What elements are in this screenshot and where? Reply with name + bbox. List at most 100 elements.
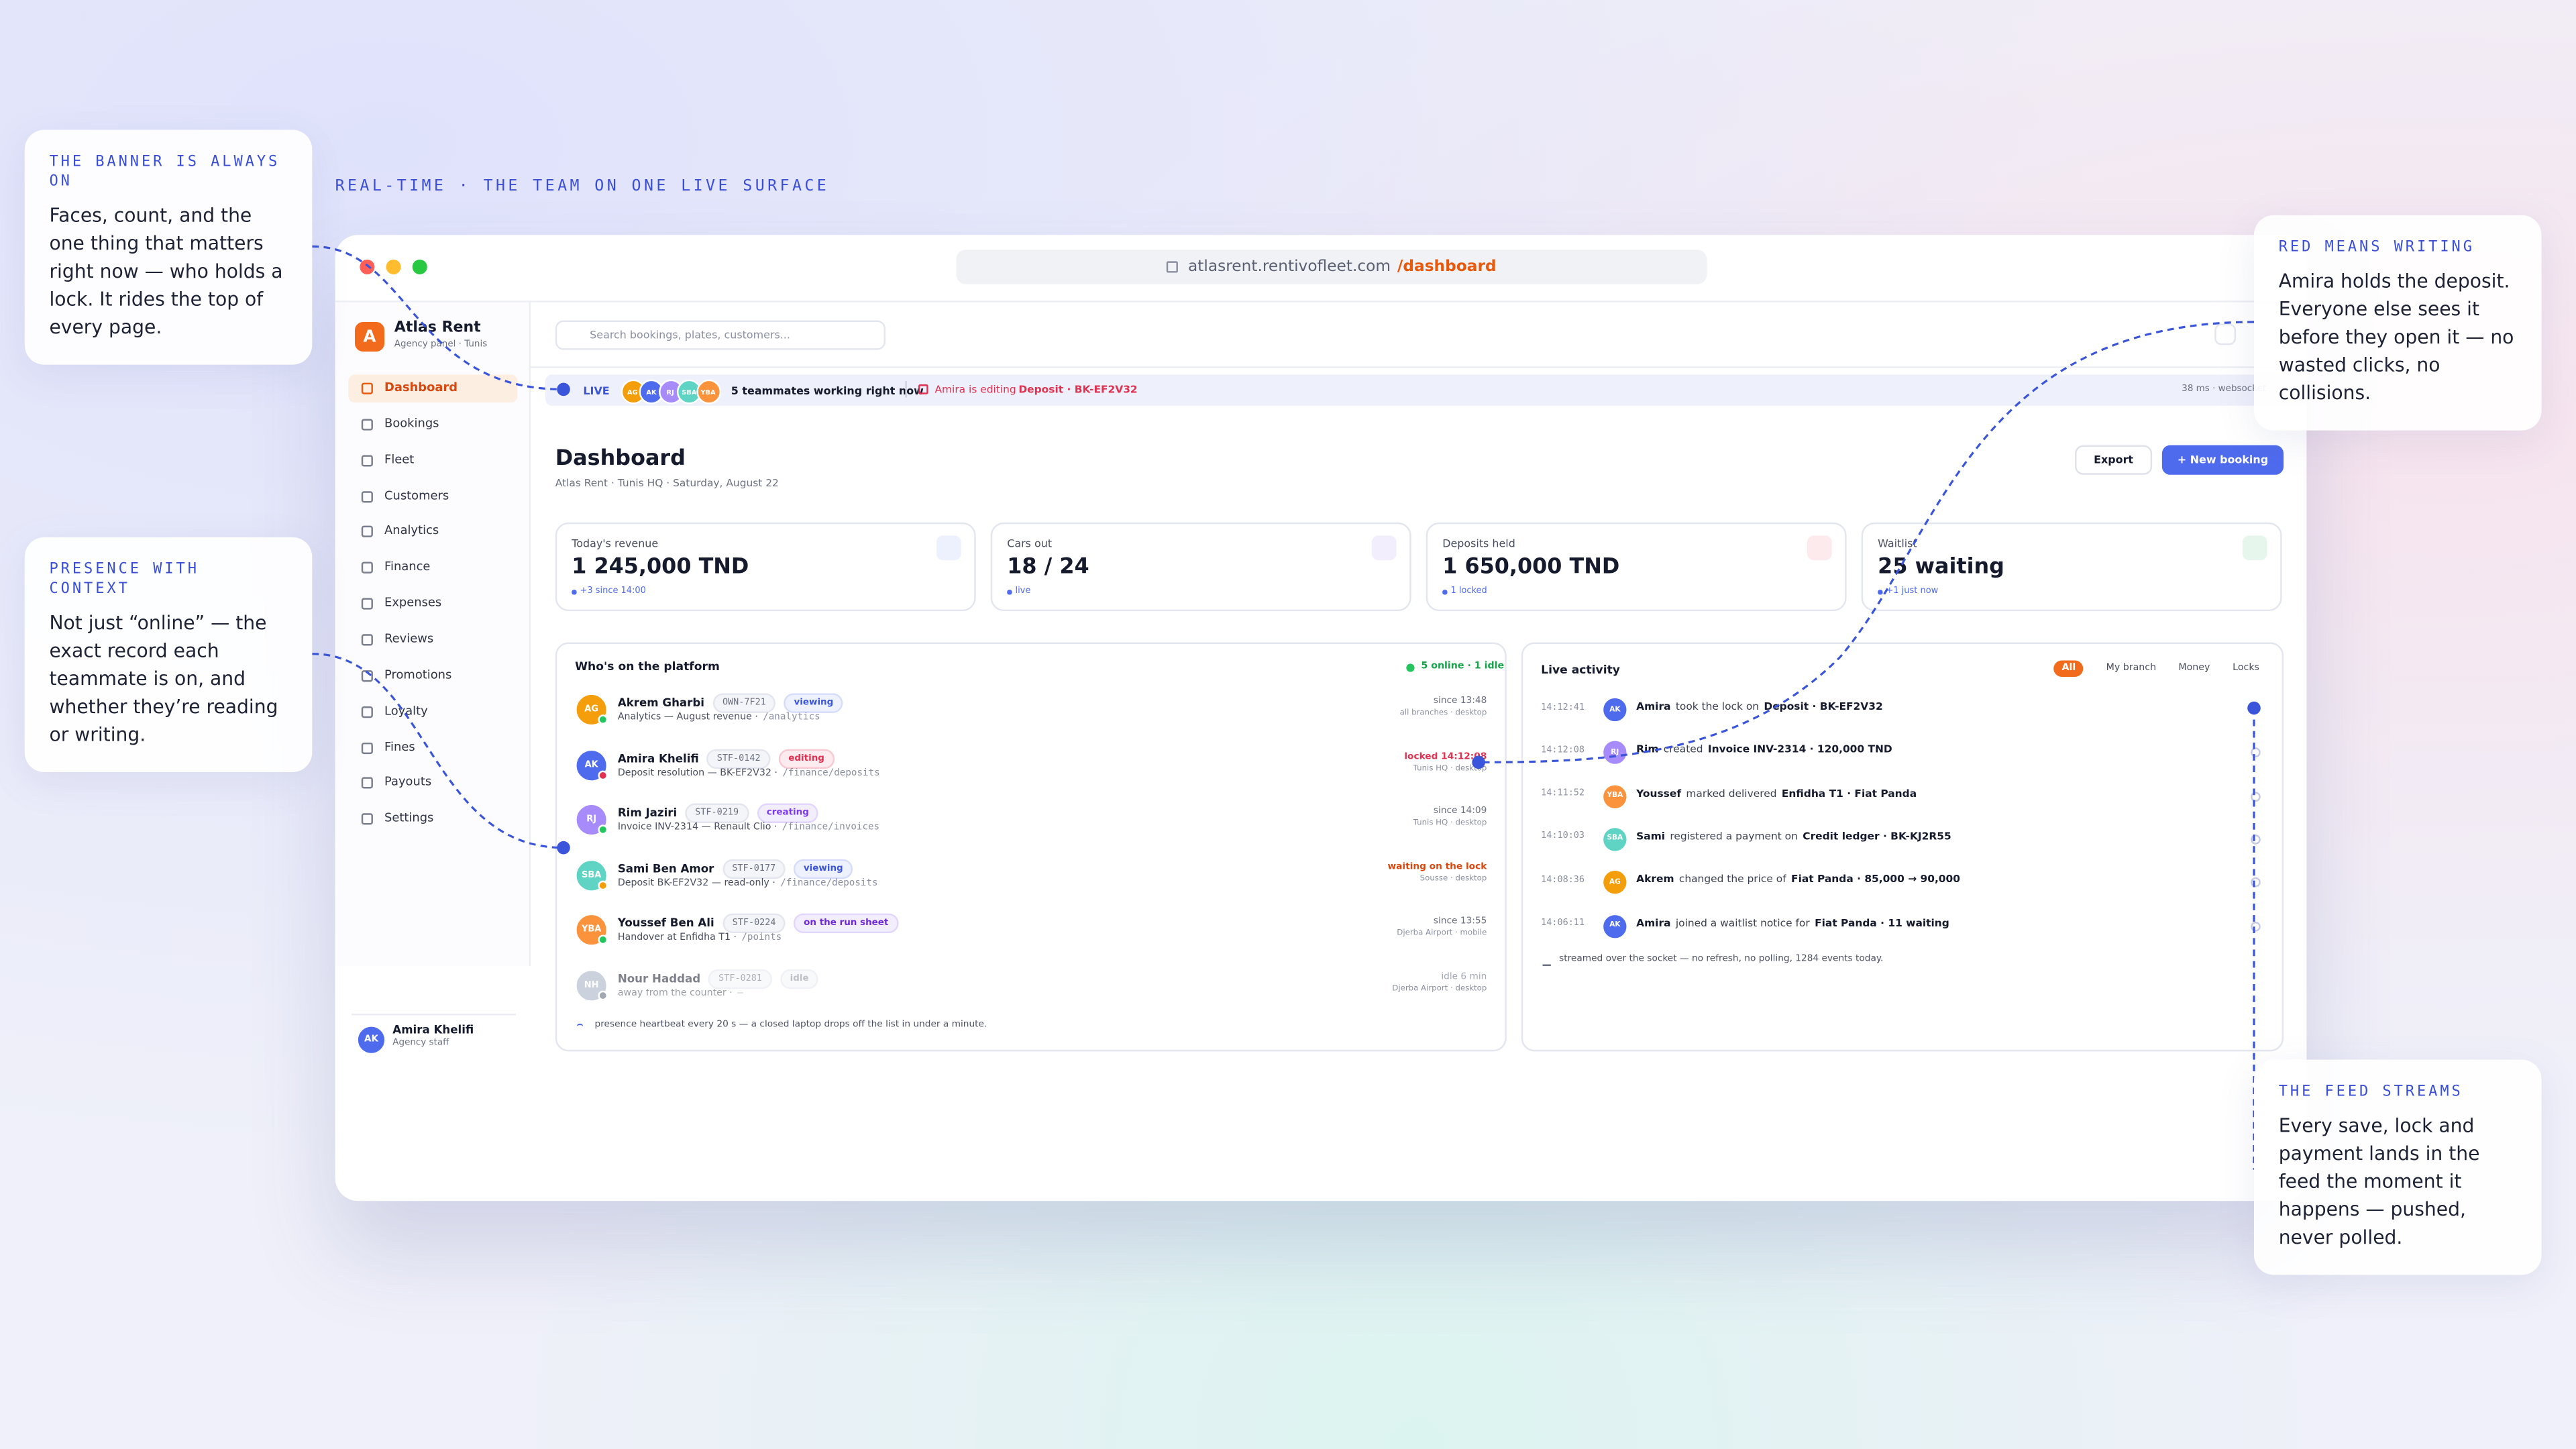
callout: THE BANNER IS ALWAYS ON Faces, count, and… [24, 129, 313, 365]
online-status: 5 online · 1 idle [1421, 661, 1505, 672]
filter-tab[interactable]: Locks [2233, 663, 2259, 674]
event-time: 14:12:41 [1541, 702, 1585, 712]
logo: A [354, 322, 385, 352]
event-time: 14:08:36 [1541, 875, 1585, 885]
nav-item[interactable]: Fines [384, 738, 415, 753]
kpi-value: 25 waiting [1878, 555, 2004, 580]
activity-tag: editing [778, 748, 835, 769]
presence-location: Tunis HQ · desktop [1413, 765, 1487, 773]
route: — [737, 989, 743, 999]
member-name: Akrem Gharbi [617, 696, 705, 710]
avatar: AK [1601, 696, 1628, 723]
avatar: AG [1601, 869, 1628, 896]
avatar: SBA [1601, 826, 1628, 853]
kpi-delta: 1 locked [1450, 586, 1487, 596]
member-name: Sami Ben Amor [617, 862, 714, 875]
nav-item[interactable]: Customers [384, 487, 449, 502]
nav-icon [361, 454, 373, 466]
connector [312, 653, 564, 849]
context: away from the counter · [617, 989, 733, 999]
event-object: Credit ledger · BK-KJ2R55 [1803, 830, 1951, 843]
presence-context: Deposit BK-EF2V32 — read-only · /finance/… [618, 879, 878, 889]
callout-body: Amira holds the deposit. Everyone else s… [2278, 269, 2514, 405]
event-action: changed the price of [1678, 874, 1786, 886]
kpi-icon [1807, 535, 1832, 561]
member-code: STF-0177 [722, 859, 786, 879]
activity-tag: creating [757, 804, 819, 824]
nav-item[interactable]: Fleet [384, 451, 415, 466]
presence-time: waiting on the lock [1387, 862, 1487, 872]
connector-dot [557, 382, 570, 396]
export-button[interactable]: Export [2075, 445, 2153, 475]
event-actor: Youssef [1636, 788, 1682, 800]
nav-item[interactable]: Settings [384, 810, 434, 825]
stream-icon [1542, 959, 1551, 967]
callout-body: Faces, count, and the one thing that mat… [49, 203, 283, 339]
presence-row: Sami Ben Amor STF-0177 viewing [617, 859, 853, 879]
presence-context: Deposit resolution — BK-EF2V32 · /finance… [618, 768, 880, 778]
status-dot [598, 935, 608, 946]
presence-location: Sousse · desktop [1419, 875, 1487, 884]
brand-subtitle: Agency panel · Tunis [394, 339, 488, 350]
nav-item[interactable]: Dashboard [384, 379, 458, 394]
nav-item[interactable]: Reviews [384, 631, 434, 646]
event-text: Youssef marked delivered Enfidha T1 · Fiat… [1636, 788, 1917, 800]
status-dot [598, 769, 608, 780]
route: /analytics [763, 712, 820, 723]
member-name: Youssef Ben Ali [617, 917, 714, 931]
search-box[interactable]: Search bookings, plates, customers... [555, 320, 886, 350]
member-name: Nour Haddad [617, 972, 701, 986]
user-role: Agency staff [392, 1038, 449, 1049]
context: Invoice INV-2314 — Renault Clio · [617, 823, 777, 834]
presence-row: Youssef Ben Ali STF-0224 on the run sheet [617, 914, 899, 934]
title-divider [335, 301, 2307, 303]
kpi-card [1861, 522, 2282, 612]
browser-window: atlasrent.rentivofleet.com/dashboard A Atl… [335, 235, 2307, 1201]
activity-footer: streamed over the socket — no refresh, n… [1559, 954, 1884, 965]
presence-time: idle 6 min [1441, 972, 1487, 983]
event-text: Rim created Invoice INV-2314 · 120,000 TND [1636, 745, 1892, 756]
nav-item[interactable]: Loyalty [384, 702, 428, 718]
nav-icon [361, 634, 373, 646]
filter-tab[interactable]: My branch [2106, 663, 2157, 674]
event-action: took the lock on [1675, 701, 1760, 713]
activity-tag: on the run sheet [794, 914, 899, 934]
event-actor: Amira [1636, 917, 1671, 929]
url-path: /dashboard [1397, 258, 1497, 276]
nav-item[interactable]: Promotions [384, 666, 452, 682]
nav-item[interactable]: Payouts [384, 774, 432, 790]
user-name: Amira Khelifi [392, 1023, 474, 1037]
activity-tag: viewing [794, 859, 853, 879]
context: Analytics — August revenue · [617, 712, 758, 723]
event-action: marked delivered [1686, 788, 1777, 800]
status-dot [598, 880, 608, 890]
nav-icon [361, 706, 373, 718]
lock-icon [918, 384, 928, 394]
event-time: 14:12:08 [1541, 745, 1585, 756]
callout: THE FEED STREAMS Every save, lock and pay… [2254, 1059, 2542, 1275]
presence-location: all branches · desktop [1399, 709, 1487, 718]
avatar: AK [575, 748, 608, 782]
filter-tab[interactable]: Money [2178, 663, 2210, 674]
sidebar-divider [352, 1014, 516, 1016]
new-booking-button[interactable]: + New booking [2161, 445, 2284, 475]
nav-item[interactable]: Bookings [384, 415, 439, 431]
bell-icon[interactable] [2214, 323, 2237, 345]
event-actor: Sami [1636, 830, 1666, 843]
kpi-icon [1371, 535, 1397, 561]
nav-item[interactable]: Finance [384, 559, 431, 574]
page-title: Dashboard [555, 447, 686, 472]
event-actor: Amira [1636, 701, 1671, 713]
activity-title: Live activity [1541, 663, 1620, 677]
nav-item[interactable]: Analytics [384, 523, 439, 538]
presence-context: Analytics — August revenue · /analytics [618, 713, 820, 723]
event-time: 14:11:52 [1541, 788, 1585, 799]
presence-row: Akrem Gharbi OWN-7F21 viewing [617, 693, 844, 713]
event-text: Amira joined a waitlist notice for Fiat Pa… [1636, 918, 1949, 929]
filter-tab[interactable]: All [2053, 660, 2084, 677]
member-code: STF-0142 [707, 748, 771, 769]
nav-item[interactable]: Expenses [384, 594, 442, 610]
live-banner [545, 374, 2307, 406]
connector [312, 245, 564, 391]
